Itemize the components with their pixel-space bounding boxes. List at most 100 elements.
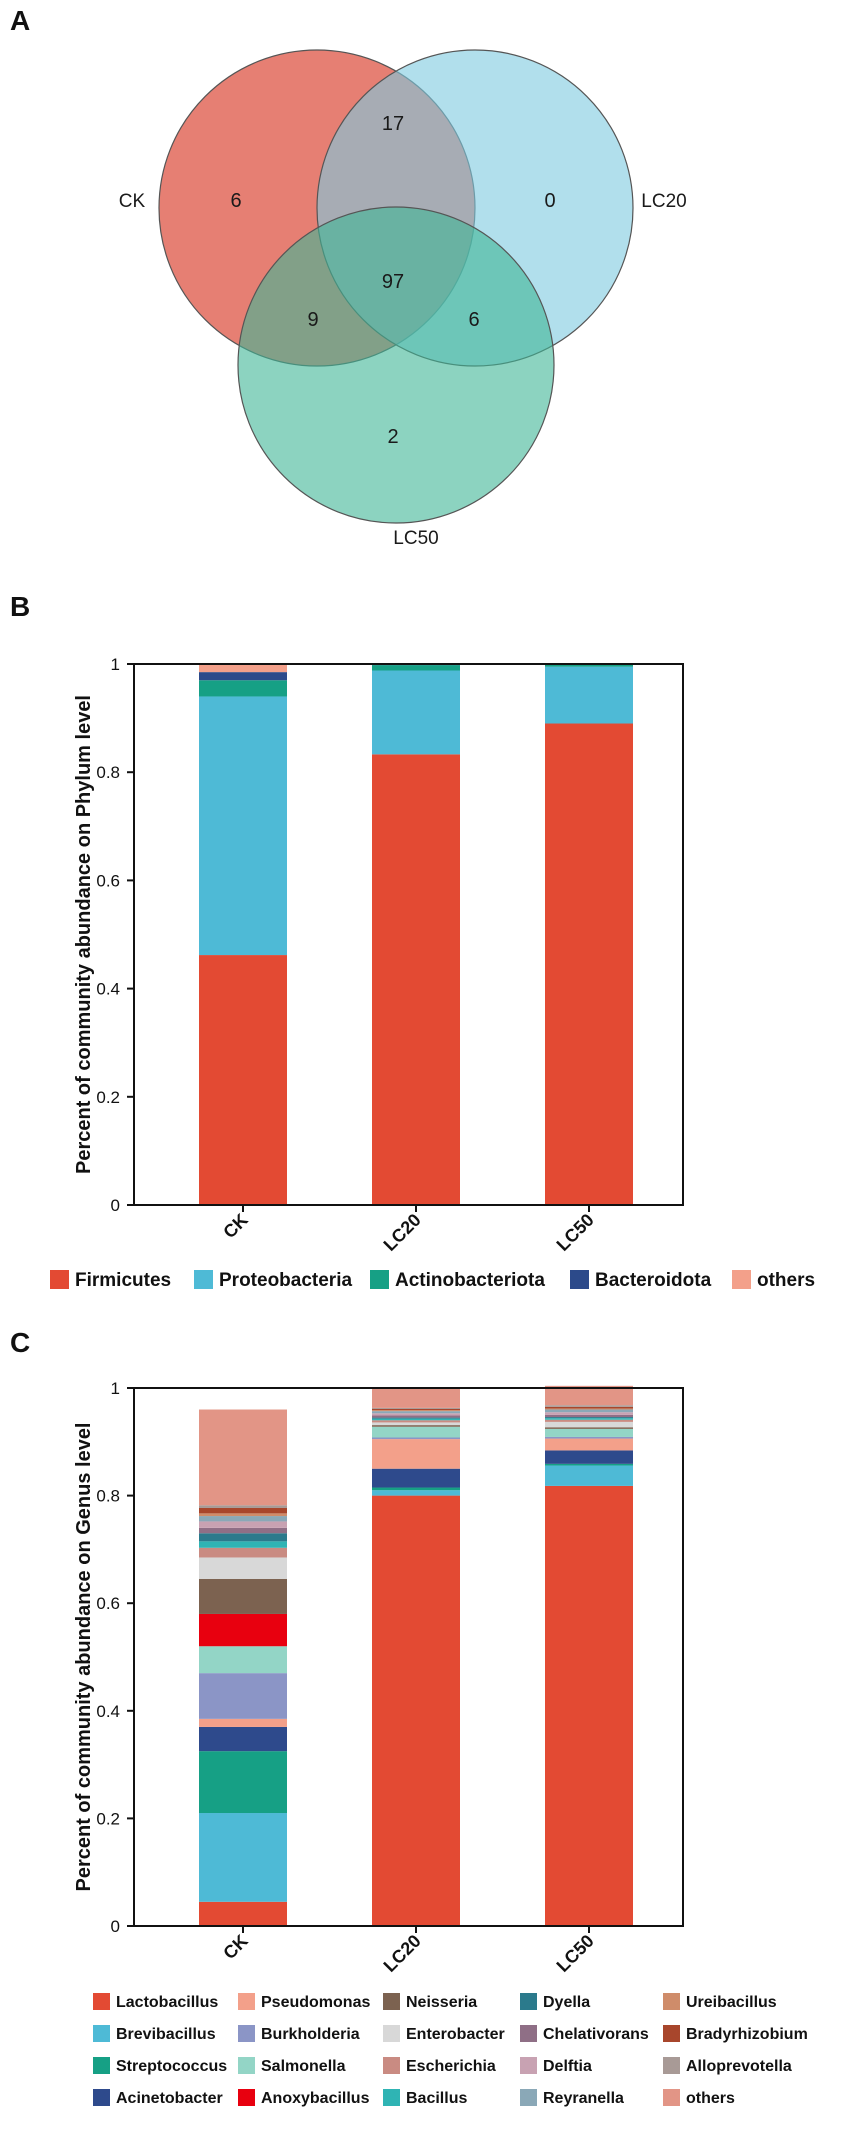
venn-label-lc50: LC50 xyxy=(393,528,438,549)
genus-legend: Lactobacillus Brevibacillus Streptococcus A… xyxy=(93,1993,808,2107)
genus-bar-lc50-ureibacillus xyxy=(545,1408,633,1410)
genus-bar-ck-brevibacillus xyxy=(199,1813,287,1902)
phylum-ytick-label: 0 xyxy=(111,1196,120,1215)
genus-legend-swatch xyxy=(238,2025,255,2042)
genus-bar-lc20-alloprevotella xyxy=(372,1407,460,1409)
genus-legend-label: Bacillus xyxy=(406,2090,467,2107)
genus-bar-lc50-lactobacillus xyxy=(545,1485,633,1926)
genus-legend-label: Bradyrhizobium xyxy=(686,2026,808,2043)
genus-legend-label: Acinetobacter xyxy=(116,2090,223,2107)
genus-legend-swatch xyxy=(520,1993,537,2010)
phylum-ylabel: Percent of community abundance on Phylum… xyxy=(73,695,95,1174)
genus-legend-swatch xyxy=(663,2025,680,2042)
genus-ytick-label: 1 xyxy=(111,1379,120,1398)
genus-legend-swatch xyxy=(93,1993,110,2010)
genus-bar-lc20-bacillus xyxy=(372,1418,460,1421)
genus-bar-lc50-escherichia xyxy=(545,1419,633,1422)
phylum-bar-ck-actinobacteriota xyxy=(199,680,287,697)
venn-circle-lc50 xyxy=(237,206,555,524)
genus-bar-lc50-salmonella xyxy=(545,1428,633,1437)
genus-bar-lc20-neisseria xyxy=(372,1425,460,1427)
genus-bar-ck-alloprevotella xyxy=(199,1505,287,1508)
genus-legend-label: Escherichia xyxy=(406,2058,496,2075)
genus-legend-swatch xyxy=(383,2057,400,2074)
venn-region-lc20-lc50: 6 xyxy=(468,309,479,331)
phylum-bar-lc20-actinobacteriota xyxy=(372,665,460,671)
panel-b-letter: B xyxy=(10,591,30,622)
genus-bar-lc50-bacillus xyxy=(545,1418,633,1420)
genus-bar-ck-streptococcus xyxy=(199,1751,287,1814)
phylum-bar-ck-firmicutes xyxy=(199,955,287,1205)
genus-bar-ck-bacillus xyxy=(199,1541,287,1548)
genus-legend-swatch xyxy=(663,2057,680,2074)
genus-bar-lc20-ureibacillus xyxy=(372,1410,460,1412)
genus-legend-label: others xyxy=(686,2090,735,2107)
genus-bar-lc50-delftia xyxy=(545,1412,633,1415)
genus-bar-lc20-reyranella xyxy=(372,1411,460,1414)
genus-legend-swatch xyxy=(383,1993,400,2010)
venn-region-all: 97 xyxy=(382,271,404,293)
genus-bar-lc50-chelativorans xyxy=(545,1414,633,1418)
phylum-legend-label: Proteobacteria xyxy=(219,1270,352,1291)
genus-bar-lc50-burkholderia xyxy=(545,1436,633,1439)
genus-ytick-label: 0.4 xyxy=(96,1702,120,1721)
panel-c: C 0 0.2 0.4 0.6 0.8 1 CK LC20 LC50 Percent of com… xyxy=(10,1327,808,2107)
genus-legend-label: Delftia xyxy=(543,2058,592,2075)
phylum-legend-swatch xyxy=(194,1270,213,1289)
genus-legend-swatch xyxy=(238,1993,255,2010)
genus-legend-label: Salmonella xyxy=(261,2058,346,2075)
genus-legend-swatch xyxy=(663,2089,680,2106)
phylum-ytick-label: 0.6 xyxy=(96,871,120,890)
venn-region-lc50-only: 2 xyxy=(387,426,398,448)
venn-label-ck: CK xyxy=(119,191,146,212)
genus-legend-swatch xyxy=(520,2057,537,2074)
genus-legend-label: Ureibacillus xyxy=(686,1994,777,2011)
genus-bar-lc20-salmonella xyxy=(372,1426,460,1438)
genus-legend-label: Neisseria xyxy=(406,1994,477,2011)
genus-bar-lc20-pseudomonas xyxy=(372,1439,460,1469)
genus-bar-ck-enterobacter xyxy=(199,1557,287,1579)
phylum-ytick-label: 0.2 xyxy=(96,1088,120,1107)
phylum-legend-label: others xyxy=(757,1270,815,1291)
genus-bar-lc20-burkholderia xyxy=(372,1437,460,1440)
genus-legend-label: Enterobacter xyxy=(406,2026,505,2043)
phylum-plot-frame xyxy=(133,663,684,1206)
phylum-legend-label: Bacteroidota xyxy=(595,1270,712,1291)
genus-legend-swatch xyxy=(238,2089,255,2106)
venn-region-lc20-only: 0 xyxy=(544,190,555,212)
genus-legend-swatch xyxy=(663,1993,680,2010)
genus-bar-lc20-enterobacter xyxy=(372,1422,460,1426)
phylum-ytick-label: 0.8 xyxy=(96,763,120,782)
phylum-bar-lc20-firmicutes xyxy=(372,754,460,1205)
phylum-legend-swatch xyxy=(50,1270,69,1289)
genus-bar-ck-anoxybacillus xyxy=(199,1613,287,1647)
genus-bar-lc20-bradyrhizobium xyxy=(372,1408,460,1411)
genus-bar-lc20-brevibacillus xyxy=(372,1490,460,1496)
genus-bar-lc20-delftia xyxy=(372,1413,460,1416)
genus-bar-lc50-streptococcus xyxy=(545,1463,633,1466)
genus-legend-label: Anoxybacillus xyxy=(261,2090,370,2107)
genus-bar-ck-dyella xyxy=(199,1533,287,1542)
genus-bar-lc20-acinetobacter xyxy=(372,1468,460,1488)
genus-bar-ck-acinetobacter xyxy=(199,1726,287,1752)
genus-bar-lc50-bradyrhizobium xyxy=(545,1406,633,1409)
genus-bar-lc50-brevibacillus xyxy=(545,1465,633,1486)
genus-legend-swatch xyxy=(238,2057,255,2074)
genus-bar-ck-burkholderia xyxy=(199,1673,287,1719)
phylum-bar-ck-others xyxy=(199,664,287,673)
genus-legend-label: Chelativorans xyxy=(543,2026,649,2043)
genus-bar-ck-salmonella xyxy=(199,1646,287,1674)
genus-ytick-label: 0 xyxy=(111,1917,120,1936)
phylum-bar-lc50-proteobacteria xyxy=(545,666,633,724)
phylum-legend: Firmicutes Proteobacteria Actinobacteriota… xyxy=(50,1270,815,1291)
phylum-category-label: LC50 xyxy=(553,1210,598,1255)
genus-legend-label: Brevibacillus xyxy=(116,2026,216,2043)
phylum-bar-lc50-actinobacteriota xyxy=(545,664,633,667)
phylum-bar-ck-proteobacteria xyxy=(199,696,287,956)
phylum-ytick-label: 1 xyxy=(111,655,120,674)
genus-legend-swatch xyxy=(383,2089,400,2106)
genus-bar-lc20-chelativorans xyxy=(372,1415,460,1418)
genus-bar-ck-chelativorans xyxy=(199,1527,287,1534)
phylum-category-label: LC20 xyxy=(380,1210,425,1255)
